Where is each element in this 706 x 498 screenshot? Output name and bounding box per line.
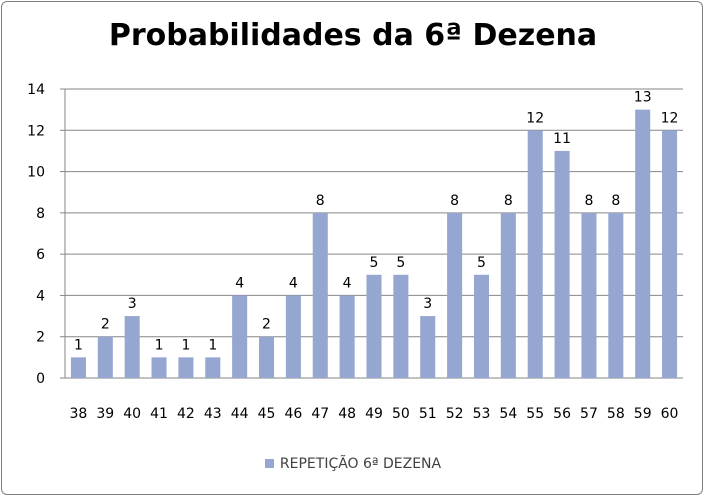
bar [581, 212, 597, 378]
y-tick-label: 12 [27, 123, 45, 139]
x-tick-label: 39 [96, 406, 114, 422]
bar [473, 274, 490, 378]
bar [97, 336, 113, 378]
bar [258, 336, 275, 378]
x-tick-label: 42 [177, 406, 195, 422]
x-tick-label: 50 [392, 406, 410, 422]
data-label: 1 [155, 337, 164, 353]
data-label: 12 [661, 110, 679, 126]
x-tick-label: 40 [123, 406, 141, 422]
bar [151, 357, 167, 378]
bar [312, 212, 328, 378]
data-label: 4 [289, 275, 298, 291]
bar [527, 130, 543, 378]
data-label: 8 [584, 193, 593, 209]
x-tick-label: 44 [231, 406, 249, 422]
data-label: 5 [477, 255, 486, 271]
x-tick-label: 45 [258, 406, 276, 422]
data-label: 8 [504, 193, 513, 209]
x-tick-labels: 38 39 40 41 42 43 44 45 46 47 48 49 50 51 52 53 54 55 56 57… [70, 406, 679, 422]
x-tick-label: 58 [607, 406, 625, 422]
x-tick-label: 59 [634, 406, 652, 422]
legend: REPETIÇÃO 6ª DEZENA [0, 456, 706, 472]
x-tick-label: 47 [311, 406, 329, 422]
x-tick-label: 48 [338, 406, 356, 422]
x-tick-label: 41 [150, 406, 168, 422]
data-label: 8 [316, 193, 325, 209]
y-tick-label: 2 [36, 330, 45, 346]
x-tick-label: 49 [365, 406, 383, 422]
data-label: 4 [343, 275, 352, 291]
data-label: 13 [634, 90, 652, 106]
data-label: 1 [181, 337, 190, 353]
bar [447, 212, 463, 378]
y-tick-label: 6 [36, 247, 45, 263]
bar [608, 212, 624, 378]
bar [124, 316, 140, 378]
bar [635, 109, 651, 379]
bars [70, 109, 678, 379]
data-label: 2 [262, 317, 271, 333]
bar [285, 295, 301, 378]
legend-label: REPETIÇÃO 6ª DEZENA [279, 456, 442, 472]
data-label: 1 [208, 337, 217, 353]
bar [205, 357, 221, 378]
bar [366, 274, 382, 378]
x-tick-label: 56 [553, 406, 571, 422]
legend-swatch [264, 459, 274, 468]
x-tick-label: 55 [526, 406, 544, 422]
data-label: 4 [235, 275, 244, 291]
bar [232, 295, 248, 378]
data-label: 12 [526, 110, 544, 126]
bar [393, 274, 409, 378]
data-label: 2 [101, 317, 110, 333]
data-label: 11 [553, 131, 571, 147]
data-label: 3 [423, 296, 432, 312]
x-tick-label: 43 [204, 406, 222, 422]
bar [500, 212, 516, 378]
x-tick-label: 52 [446, 406, 464, 422]
bar [662, 130, 678, 378]
gridlines [65, 88, 683, 338]
bar [554, 150, 570, 378]
data-label: 5 [396, 255, 405, 271]
data-label: 1 [74, 337, 83, 353]
x-tick-label: 38 [70, 406, 88, 422]
y-tick-label: 4 [36, 288, 45, 304]
y-tick-label: 14 [27, 82, 45, 98]
data-label: 3 [128, 296, 137, 312]
bar [420, 316, 436, 378]
data-label: 8 [450, 193, 459, 209]
x-tick-label: 54 [499, 406, 517, 422]
x-tick-label: 60 [661, 406, 679, 422]
bar [339, 295, 355, 378]
y-tick-labels: 0 2 4 6 8 10 12 14 [27, 82, 45, 387]
x-tick-label: 57 [580, 406, 598, 422]
x-tick-label: 53 [473, 406, 491, 422]
y-tick-label: 0 [36, 371, 45, 387]
data-label: 8 [611, 193, 620, 209]
bar [70, 357, 86, 378]
x-tick-label: 46 [284, 406, 302, 422]
chart-title: Probabilidades da 6ª Dezena [108, 18, 598, 53]
bar [178, 357, 194, 378]
x-tick-label: 51 [419, 406, 437, 422]
data-label: 5 [370, 255, 379, 271]
y-tick-label: 10 [27, 165, 45, 181]
y-tick-label: 8 [36, 206, 45, 222]
